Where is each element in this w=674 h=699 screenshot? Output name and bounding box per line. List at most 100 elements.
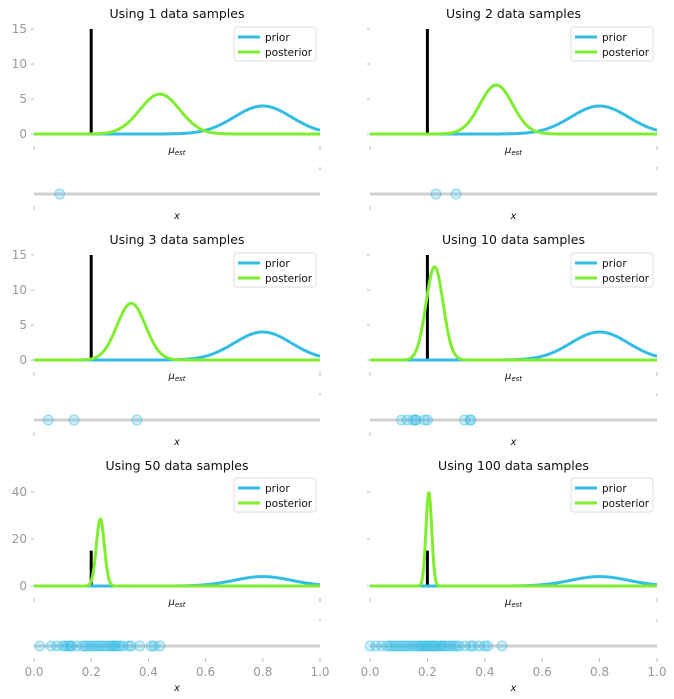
sample-point: [430, 640, 442, 652]
legend: prior posterior: [570, 477, 654, 513]
subplot-4: Using 10 data samples μest prior posterior x: [367, 232, 658, 448]
sample-point: [459, 640, 471, 652]
sample-point: [444, 640, 456, 652]
x-tick-label: 0.0: [24, 665, 43, 679]
sample-point: [105, 640, 117, 652]
y-tick-label: 15: [12, 248, 27, 262]
prior-curve: [370, 104, 658, 136]
sample-point: [85, 640, 97, 652]
posterior-curve: [370, 491, 657, 588]
sample-point: [54, 188, 66, 200]
sample-point: [364, 640, 376, 652]
sample-point: [436, 640, 448, 652]
x-tick-label: 0.8: [253, 665, 272, 679]
sample-point: [430, 188, 442, 200]
prior-curve: [34, 330, 321, 362]
subplot-title: Using 2 data samples: [446, 6, 581, 21]
strip-x-label: x: [173, 437, 180, 448]
sample-point: [421, 640, 433, 652]
subplot-1: Using 1 data samples 0 5 10 15 μest prior poste…: [12, 6, 321, 222]
sample-point: [125, 640, 137, 652]
x-tick-label: 0.4: [475, 665, 494, 679]
sample-point: [97, 640, 109, 652]
x-axis-label: μest: [167, 145, 185, 157]
sample-point: [114, 640, 126, 652]
sample-point: [45, 640, 57, 652]
legend-label-prior: prior: [265, 483, 290, 495]
legend-label-posterior: posterior: [602, 498, 650, 510]
sample-point: [404, 640, 416, 652]
x-tick-label: 1.0: [310, 665, 329, 679]
sample-point: [473, 640, 485, 652]
sample-point: [68, 414, 80, 426]
sample-point: [450, 640, 462, 652]
sample-point: [111, 640, 123, 652]
subplot-5: Using 50 data samples 0 20 40 μest prior poste…: [12, 458, 330, 694]
sample-point: [381, 640, 393, 652]
sample-point: [401, 414, 413, 426]
x-tick-label: 0.0: [360, 665, 379, 679]
sample-point: [453, 640, 465, 652]
sample-point: [421, 414, 433, 426]
sample-point: [450, 188, 462, 200]
y-tick-label: 20: [12, 532, 27, 546]
posterior-curve: [34, 517, 320, 588]
y-tick-label: 0: [19, 353, 27, 367]
y-tick-label: 10: [12, 283, 27, 297]
legend-label-prior: prior: [602, 483, 627, 495]
legend: prior posterior: [233, 477, 317, 513]
sample-point: [145, 640, 157, 652]
sample-point: [427, 640, 439, 652]
sample-point: [117, 640, 129, 652]
strip-x-label: x: [173, 211, 180, 222]
sample-point: [57, 640, 69, 652]
subplot-3: Using 3 data samples 0 5 10 15 μest prior poste…: [12, 232, 321, 448]
legend-label-prior: prior: [602, 258, 627, 270]
sample-point: [79, 640, 91, 652]
sample-point: [51, 640, 63, 652]
subplot-2: Using 2 data samples μest prior posterior x: [367, 6, 658, 222]
sample-point: [496, 640, 508, 652]
y-tick-label: 5: [19, 318, 27, 332]
x-tick-label: 0.6: [533, 665, 552, 679]
strip-x-label: x: [510, 211, 517, 222]
y-tick-label: 40: [12, 485, 27, 499]
subplot-6: Using 100 data samples μest prior posterior…: [360, 458, 666, 694]
sample-point: [34, 640, 46, 652]
sample-point: [88, 640, 100, 652]
sample-point: [419, 640, 431, 652]
sample-point: [464, 640, 476, 652]
legend-label-posterior: posterior: [265, 273, 313, 285]
posterior-curve: [34, 301, 320, 362]
legend: prior posterior: [233, 26, 317, 62]
legend-label-posterior: posterior: [602, 47, 650, 59]
sample-point: [479, 640, 491, 652]
sample-point: [410, 640, 422, 652]
y-tick-label: 0: [19, 127, 27, 141]
strip-x-label: x: [510, 437, 517, 448]
sample-point: [398, 640, 410, 652]
legend: prior posterior: [233, 252, 317, 288]
sample-point: [407, 414, 419, 426]
sample-point: [467, 640, 479, 652]
sample-point: [410, 414, 422, 426]
subplot-title: Using 100 data samples: [438, 458, 589, 473]
legend: prior posterior: [570, 252, 654, 288]
posterior-curve: [370, 83, 657, 136]
sample-point: [433, 640, 445, 652]
sample-point: [459, 414, 471, 426]
x-tick-label: 0.8: [590, 665, 609, 679]
x-tick-label: 1.0: [647, 665, 666, 679]
sample-point: [464, 414, 476, 426]
y-tick-label: 0: [19, 579, 27, 593]
sample-point: [91, 640, 103, 652]
sample-point: [401, 640, 413, 652]
sample-point: [439, 640, 451, 652]
sample-point: [387, 640, 399, 652]
y-tick-label: 10: [12, 57, 27, 71]
legend-label-posterior: posterior: [265, 498, 313, 510]
sample-point: [134, 640, 146, 652]
sample-point: [419, 414, 431, 426]
x-tick-label: 0.4: [139, 665, 158, 679]
